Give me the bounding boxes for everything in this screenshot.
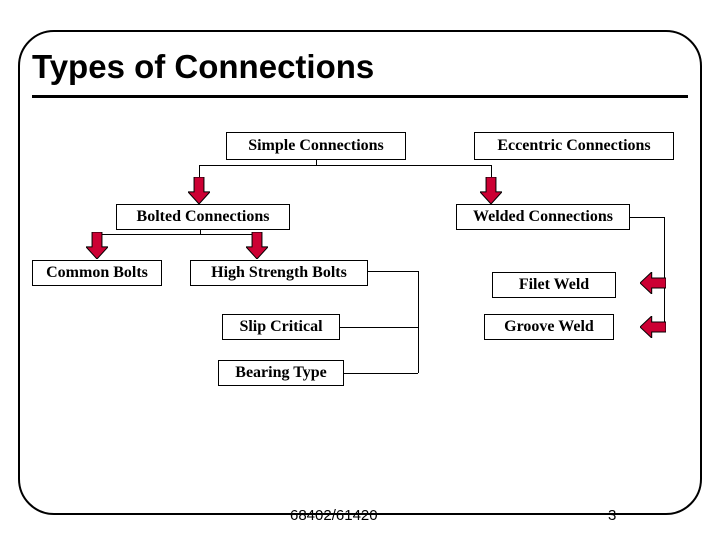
connector-simple-split-left	[199, 165, 317, 166]
node-highstrength: High Strength Bolts	[190, 260, 368, 286]
arrow-welded-to-groove	[640, 316, 666, 338]
connector-welded-side-h0	[630, 217, 665, 218]
node-bearing: Bearing Type	[218, 360, 344, 386]
label: Simple Connections	[248, 137, 384, 155]
label: High Strength Bolts	[211, 264, 347, 282]
node-welded: Welded Connections	[456, 204, 630, 230]
node-simple: Simple Connections	[226, 132, 406, 160]
arrow-bolted-to-highstrength	[246, 232, 268, 259]
label: Common Bolts	[46, 264, 148, 282]
node-filet: Filet Weld	[492, 272, 616, 298]
connector-hs-to-slip-h2	[340, 327, 418, 328]
label: Bearing Type	[235, 364, 326, 382]
arrow-simple-to-bolted	[188, 177, 210, 204]
connector-hs-to-bearing-h	[344, 373, 418, 374]
node-common: Common Bolts	[32, 260, 162, 286]
title-underline	[32, 95, 688, 98]
label: Slip Critical	[239, 318, 322, 336]
connector-simple-drop	[316, 160, 317, 165]
footer-number: 3	[608, 507, 616, 524]
label: Bolted Connections	[137, 208, 270, 226]
node-slipcritical: Slip Critical	[222, 314, 340, 340]
arrow-bolted-to-common	[86, 232, 108, 259]
node-groove: Groove Weld	[484, 314, 614, 340]
connector-hs-to-slip-v	[418, 271, 419, 327]
connector-bolted-split	[97, 234, 257, 235]
label: Filet Weld	[519, 276, 589, 294]
connector-simple-drop-right	[491, 165, 492, 177]
footer-code: 68402/61420	[290, 507, 378, 524]
node-eccentric: Eccentric Connections	[474, 132, 674, 160]
label: Groove Weld	[504, 318, 594, 336]
connector-simple-drop-left	[199, 165, 200, 177]
connector-hs-to-bearing-v	[418, 327, 419, 373]
node-bolted: Bolted Connections	[116, 204, 290, 230]
connector-simple-split-right	[317, 165, 492, 166]
page-title: Types of Connections	[32, 48, 374, 86]
connector-welded-side-v0	[664, 217, 665, 230]
label: Welded Connections	[473, 208, 613, 226]
connector-bolted-drop	[200, 230, 201, 234]
arrow-welded-to-filet	[640, 272, 666, 294]
arrow-simple-to-welded	[480, 177, 502, 204]
label: Eccentric Connections	[497, 137, 650, 155]
connector-hs-to-slip-h1	[368, 271, 418, 272]
